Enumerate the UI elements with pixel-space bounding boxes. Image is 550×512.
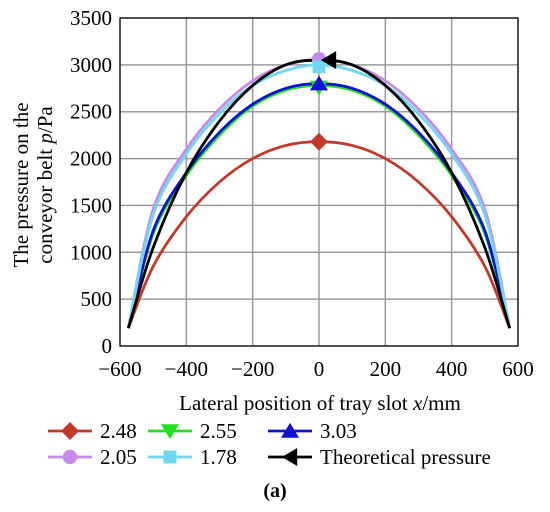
legend-label: Theoretical pressure <box>320 445 491 469</box>
x-tick-label: −400 <box>165 357 208 381</box>
y-tick-label: 500 <box>81 287 113 311</box>
x-axis-label-prefix: Lateral position of tray slot <box>179 391 413 415</box>
y-axis-label-line1: The pressure on the <box>9 102 33 267</box>
series-marker-1.78 <box>312 60 326 74</box>
x-tick-label: −200 <box>231 357 274 381</box>
y-tick-labels: 0 500 1000 1500 2000 2500 3000 3500 <box>70 6 112 358</box>
y-tick-label: 1500 <box>70 193 112 217</box>
legend-marker <box>163 450 177 464</box>
y-tick-label: 2500 <box>70 100 112 124</box>
figure-caption: (a) <box>263 480 286 502</box>
y-axis-label-unit: /Pa <box>33 106 57 134</box>
x-tick-label: 200 <box>370 357 402 381</box>
legend: 2.48 2.55 3.03 2.05 1.78 Theoretical pressure <box>48 419 491 469</box>
series-marker-3.03 <box>310 75 328 91</box>
y-tick-label: 0 <box>102 334 113 358</box>
y-tick-label: 3000 <box>70 53 112 77</box>
legend-label: 2.05 <box>100 445 137 469</box>
x-axis-label: Lateral position of tray slot x/mm <box>179 391 461 415</box>
legend-marker <box>281 422 299 438</box>
legend-marker <box>281 448 298 466</box>
x-tick-label: 400 <box>436 357 468 381</box>
legend-marker <box>62 449 78 465</box>
y-tick-label: 2000 <box>70 147 112 171</box>
x-tick-label: 600 <box>502 357 534 381</box>
x-axis-label-unit: /mm <box>422 391 461 415</box>
legend-label: 2.48 <box>100 419 137 443</box>
plot-frame <box>119 17 519 347</box>
series-markers <box>310 51 337 151</box>
x-tick-label: −600 <box>98 357 141 381</box>
series-marker-theoretical-pressure <box>320 51 337 70</box>
y-axis-label-var: p <box>33 133 57 146</box>
legend-label: 3.03 <box>320 419 357 443</box>
y-tick-label: 1000 <box>70 240 112 264</box>
x-tick-labels: −600 −400 −200 0 200 400 600 <box>98 357 533 381</box>
legend-label: 2.55 <box>200 419 237 443</box>
x-tick-label: 0 <box>314 357 325 381</box>
legend-marker <box>61 422 79 440</box>
x-axis-label-var: x <box>412 391 423 415</box>
legend-label: 1.78 <box>200 445 237 469</box>
legend-marker <box>161 424 179 440</box>
y-tick-label: 3500 <box>70 6 112 30</box>
series-marker-2.48 <box>310 132 328 151</box>
y-axis-label-prefix: conveyor belt <box>33 144 57 264</box>
y-axis-label-line2: conveyor belt p/Pa <box>33 106 57 264</box>
